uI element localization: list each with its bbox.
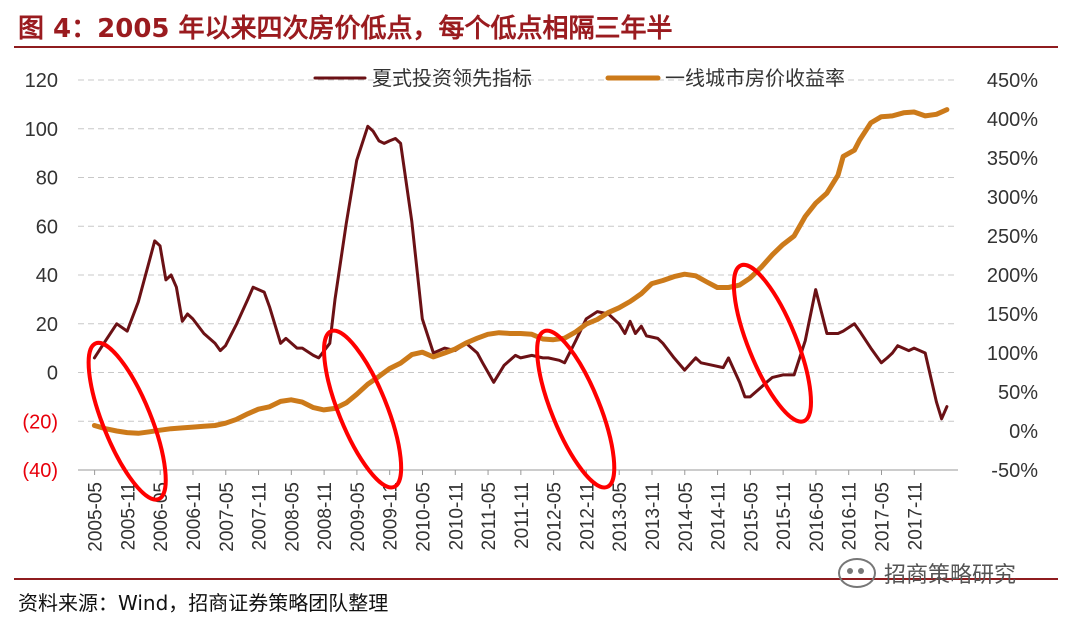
left-axis: 120 100 80 60 40 20 0 (20) (40) — [22, 70, 58, 482]
right-tick-label: 50% — [998, 382, 1038, 404]
x-tick-label: 2015-11 — [774, 482, 795, 550]
left-tick-label: 60 — [36, 216, 58, 238]
legend-item-leading-indicator: 夏式投资领先指标 — [313, 67, 532, 90]
left-tick-label: (20) — [22, 411, 58, 433]
right-tick-label: 0% — [1009, 421, 1038, 443]
right-tick-label: 350% — [987, 148, 1038, 170]
right-tick-label: 450% — [987, 70, 1038, 92]
highlight-ellipse — [322, 328, 404, 490]
highlight-ellipse — [86, 340, 168, 502]
x-tick-label: 2011-05 — [479, 482, 500, 550]
grid-lines — [78, 79, 958, 471]
x-tick-label: 2017-05 — [872, 482, 893, 552]
legend-label: 夏式投资领先指标 — [372, 67, 532, 90]
left-tick-label: 80 — [36, 168, 58, 190]
left-tick-label: 0 — [47, 363, 58, 385]
right-tick-label: 250% — [987, 226, 1038, 248]
x-tick-label: 2016-11 — [840, 482, 861, 550]
x-tick-label: 2015-05 — [741, 482, 762, 552]
legend: 夏式投资领先指标 一线城市房价收益率 — [313, 67, 845, 90]
highlight-ellipses — [86, 262, 813, 502]
x-tick-label: 2009-05 — [348, 482, 369, 552]
series-line-leading-indicator — [92, 124, 949, 421]
right-axis: 450% 400% 350% 300% 250% 200% 150% 100% 50% 0% -50… — [987, 70, 1038, 482]
title-rule — [14, 46, 1058, 48]
left-tick-label: (40) — [22, 460, 58, 482]
right-tick-label: -50% — [991, 460, 1038, 482]
x-tick-label: 2009-11 — [381, 482, 402, 550]
x-tick-label: 2013-05 — [610, 482, 631, 552]
right-tick-label: 400% — [987, 109, 1038, 131]
x-tick-label: 2008-05 — [282, 482, 303, 552]
x-tick-label: 2012-05 — [545, 482, 566, 552]
x-tick-label: 2011-11 — [512, 482, 533, 549]
highlight-ellipse — [535, 328, 617, 490]
x-tick-label: 2006-05 — [151, 482, 172, 552]
right-tick-label: 100% — [987, 343, 1038, 365]
x-tick-label: 2005-05 — [86, 482, 107, 552]
right-tick-label: 150% — [987, 304, 1038, 326]
x-tick-label: 2017-11 — [905, 482, 926, 550]
left-tick-label: 40 — [36, 265, 58, 287]
watermark-text: 招商策略研究 — [884, 563, 1017, 588]
x-tick-label: 2014-05 — [676, 482, 697, 552]
legend-item-tier1-return: 一线城市房价收益率 — [605, 67, 845, 90]
x-tick-label: 2012-11 — [577, 482, 598, 550]
legend-label: 一线城市房价收益率 — [665, 67, 845, 90]
x-tick-label: 2016-05 — [807, 482, 828, 552]
left-tick-label: 100 — [25, 119, 58, 141]
left-tick-label: 120 — [25, 70, 58, 92]
x-tick-label: 2010-05 — [413, 482, 434, 552]
series-layer — [91, 107, 950, 436]
chart-title: 图 4：2005 年以来四次房价低点，每个低点相隔三年半 — [18, 14, 673, 44]
x-tick-label: 2006-11 — [184, 482, 205, 550]
x-tick-label: 2008-11 — [315, 482, 336, 550]
source-note: 资料来源：Wind，招商证券策略团队整理 — [18, 591, 389, 615]
wechat-icon — [838, 558, 876, 588]
highlight-ellipse — [731, 262, 813, 424]
x-tick-label: 2010-11 — [446, 482, 467, 550]
source-rule — [14, 578, 1058, 580]
x-tick-label: 2007-11 — [250, 482, 271, 550]
right-tick-label: 300% — [987, 187, 1038, 209]
x-tick-label: 2014-11 — [709, 482, 730, 550]
watermark: 招商策略研究 — [838, 557, 1016, 589]
right-tick-label: 200% — [987, 265, 1038, 287]
left-tick-label: 20 — [36, 314, 58, 336]
x-tick-label: 2013-11 — [643, 482, 664, 550]
x-axis: 2005-05 2005-11 2006-05 2006-11 2007-05 2007-… — [78, 469, 958, 552]
series-line-tier1-return — [91, 107, 950, 436]
x-tick-label: 2007-05 — [217, 482, 238, 552]
x-tick-label: 2005-11 — [118, 482, 139, 550]
